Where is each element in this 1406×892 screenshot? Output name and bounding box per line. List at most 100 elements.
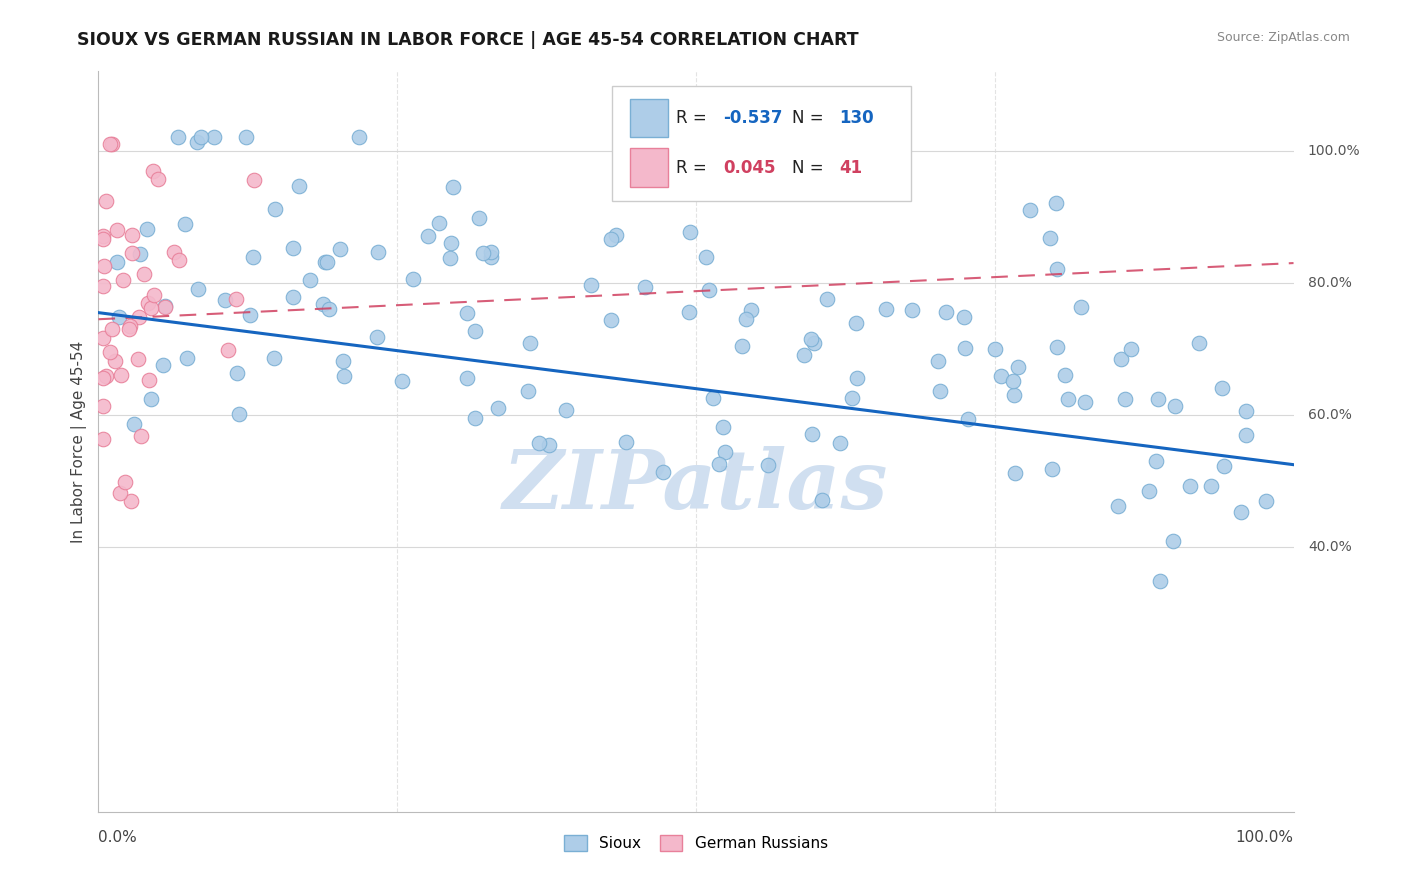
- Legend: Sioux, German Russians: Sioux, German Russians: [558, 830, 834, 857]
- Point: [652, 465, 675, 479]
- Point: [697, 283, 720, 297]
- Text: 100.0%: 100.0%: [1236, 830, 1294, 846]
- Point: [332, 354, 354, 368]
- FancyBboxPatch shape: [613, 87, 911, 201]
- Point: [127, 351, 149, 366]
- Point: [830, 436, 852, 450]
- Point: [1164, 399, 1187, 413]
- Point: [1109, 352, 1132, 367]
- Point: [91, 228, 114, 243]
- Point: [187, 282, 209, 296]
- Text: 130: 130: [839, 109, 875, 127]
- Point: [333, 369, 356, 384]
- Point: [1147, 392, 1170, 406]
- Point: [633, 280, 655, 294]
- Text: 100.0%: 100.0%: [1308, 144, 1361, 158]
- Point: [110, 486, 132, 500]
- Point: [1114, 392, 1136, 406]
- Point: [928, 384, 950, 399]
- Text: 40.0%: 40.0%: [1308, 541, 1351, 554]
- Point: [537, 438, 560, 452]
- Point: [114, 475, 136, 490]
- Point: [1149, 574, 1171, 588]
- Point: [263, 351, 285, 366]
- Point: [139, 392, 162, 407]
- Point: [264, 202, 287, 216]
- Point: [702, 391, 724, 405]
- Point: [418, 229, 440, 244]
- Point: [318, 301, 340, 316]
- Point: [875, 301, 897, 316]
- Point: [679, 226, 702, 240]
- Point: [803, 335, 825, 350]
- Point: [94, 369, 117, 384]
- Point: [800, 426, 823, 441]
- Point: [169, 252, 191, 267]
- Point: [1107, 499, 1129, 513]
- Text: 60.0%: 60.0%: [1308, 409, 1351, 422]
- Point: [464, 411, 486, 425]
- Point: [91, 331, 114, 345]
- Point: [1230, 505, 1253, 519]
- Point: [139, 301, 162, 315]
- Text: R =: R =: [676, 109, 711, 127]
- Point: [740, 302, 762, 317]
- Point: [202, 130, 225, 145]
- Point: [100, 137, 122, 152]
- Point: [217, 343, 239, 358]
- Point: [441, 179, 464, 194]
- Point: [91, 279, 114, 293]
- Point: [956, 411, 979, 425]
- Text: N =: N =: [792, 159, 828, 177]
- Point: [1002, 375, 1025, 389]
- Point: [841, 391, 863, 405]
- Point: [800, 332, 823, 346]
- Point: [1211, 381, 1233, 395]
- Point: [600, 312, 623, 326]
- Point: [281, 241, 304, 255]
- Point: [1234, 404, 1257, 418]
- Text: Source: ZipAtlas.com: Source: ZipAtlas.com: [1216, 31, 1350, 45]
- Point: [927, 353, 949, 368]
- Point: [1046, 340, 1069, 354]
- Point: [129, 246, 152, 260]
- Point: [1019, 202, 1042, 217]
- Point: [120, 319, 142, 334]
- Point: [1199, 479, 1222, 493]
- Point: [167, 130, 190, 145]
- Point: [91, 433, 114, 447]
- Point: [91, 371, 114, 385]
- Point: [731, 339, 754, 353]
- Point: [110, 368, 132, 383]
- Point: [132, 268, 155, 282]
- Point: [1234, 428, 1257, 442]
- Text: SIOUX VS GERMAN RUSSIAN IN LABOR FORCE | AGE 45-54 CORRELATION CHART: SIOUX VS GERMAN RUSSIAN IN LABOR FORCE |…: [77, 31, 859, 49]
- Point: [614, 434, 637, 449]
- Text: R =: R =: [676, 159, 711, 177]
- Text: 0.0%: 0.0%: [98, 830, 138, 846]
- Point: [984, 342, 1007, 356]
- Point: [1163, 533, 1185, 548]
- Point: [225, 292, 247, 306]
- Point: [1212, 458, 1234, 473]
- Point: [1040, 462, 1063, 476]
- Point: [104, 354, 127, 368]
- Point: [678, 305, 700, 319]
- Point: [176, 351, 198, 365]
- Point: [529, 435, 551, 450]
- Point: [391, 374, 413, 388]
- Point: [1119, 343, 1142, 357]
- Point: [793, 348, 815, 362]
- Point: [464, 324, 486, 338]
- Point: [129, 428, 152, 442]
- Point: [1074, 395, 1097, 409]
- Point: [519, 336, 541, 351]
- Point: [243, 173, 266, 187]
- Point: [101, 322, 124, 336]
- Point: [111, 273, 134, 287]
- Point: [1007, 360, 1029, 375]
- Point: [579, 278, 602, 293]
- Point: [121, 246, 143, 260]
- Point: [314, 255, 336, 269]
- Point: [714, 445, 737, 459]
